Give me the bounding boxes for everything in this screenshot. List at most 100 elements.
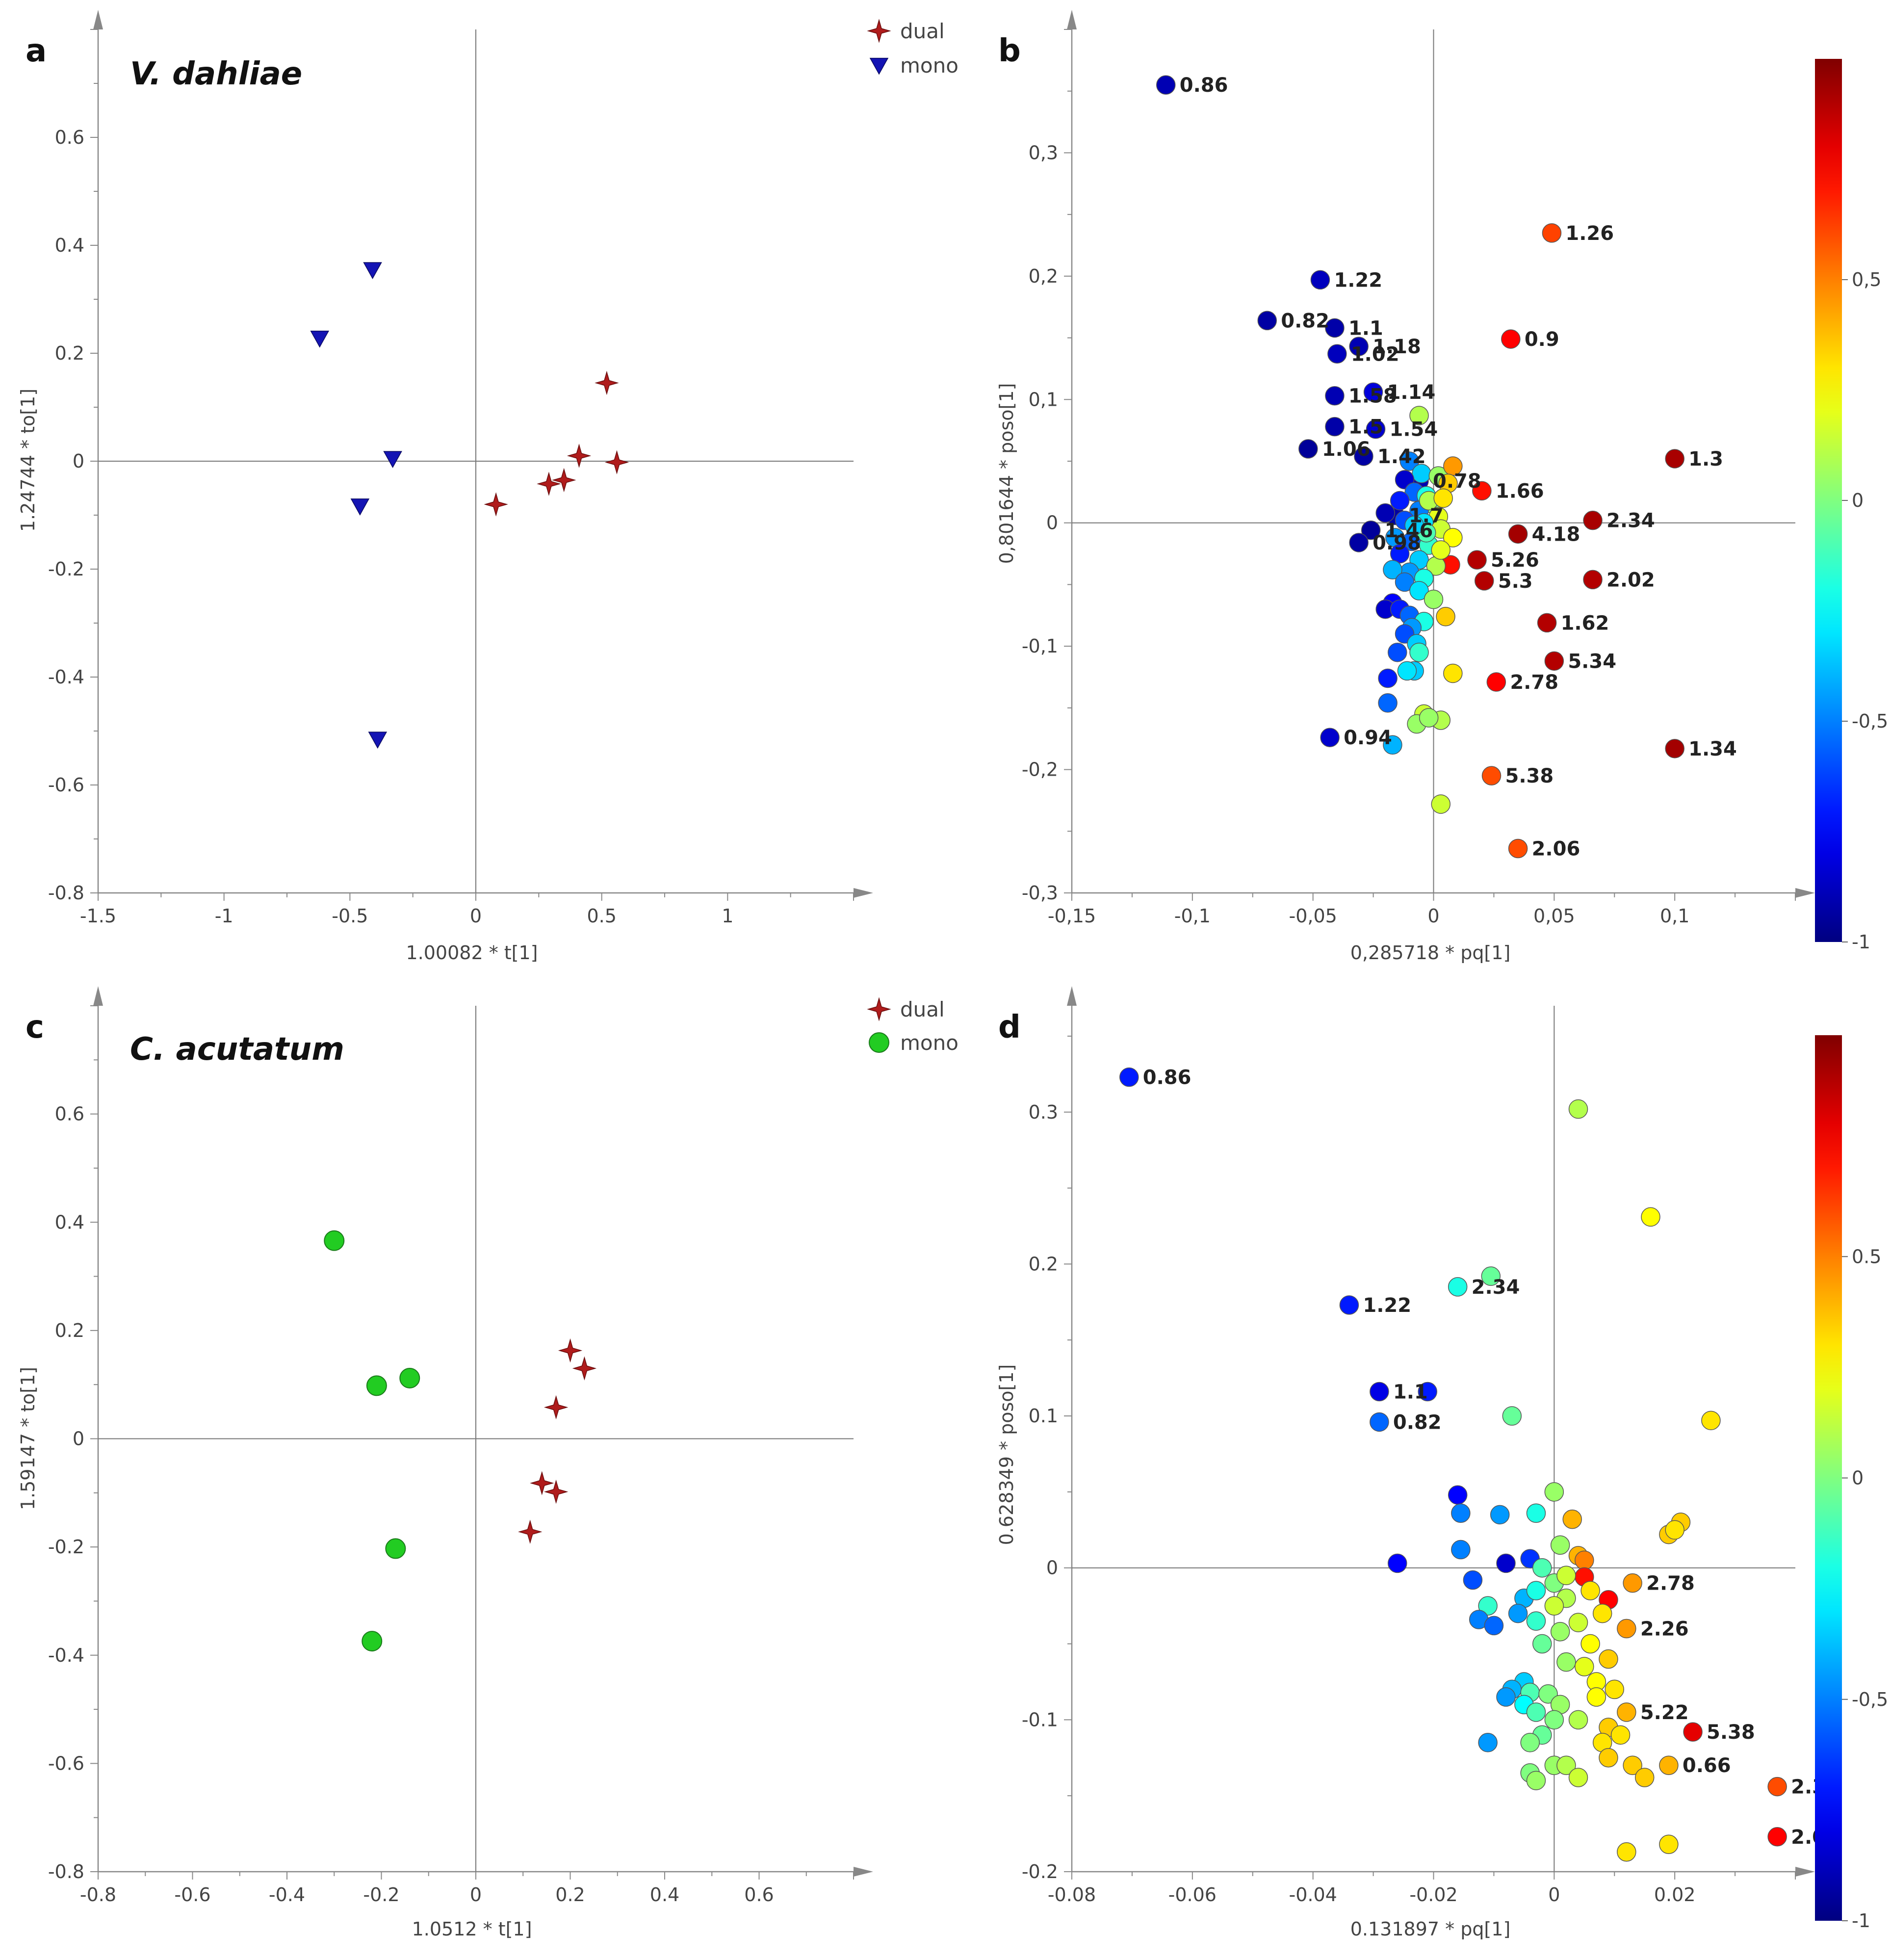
- loading-point-b: [1310, 270, 1330, 290]
- legend-marker-dual: [867, 19, 891, 43]
- point-label-b: 5.34: [1568, 650, 1616, 673]
- loading-point-b: [1583, 510, 1603, 530]
- x-tick-label-b: -0,05: [1289, 905, 1337, 927]
- legend-marker-dual: [867, 997, 891, 1021]
- y-tick-label-a: 0.2: [55, 342, 84, 364]
- point-label-b: 4.18: [1532, 523, 1580, 546]
- loading-point-d: [1526, 1611, 1546, 1631]
- loading-point-d: [1526, 1581, 1546, 1600]
- loading-point-d: [1580, 1581, 1600, 1600]
- point-label-d: 2.26: [1640, 1618, 1689, 1641]
- loading-point-d: [1526, 1702, 1546, 1722]
- point-label-b: 0.86: [1180, 74, 1228, 97]
- point-label-b: 1.26: [1565, 222, 1614, 245]
- colorbar-gradient-d: [1815, 1035, 1842, 1921]
- loading-point-b: [1431, 794, 1451, 814]
- point-label-b: 1.66: [1496, 480, 1544, 502]
- loading-point-b: [1544, 651, 1564, 671]
- loading-point-b: [1508, 524, 1528, 544]
- data-point-dual-c: [558, 1338, 583, 1363]
- plot-area-c: -0.8 -0.6 -0.4 -0.2 0 0.2 0.4 0.6 -0.8 -0.6 -0.4 -0…: [48, 986, 873, 1906]
- panel-letter-a: a: [26, 33, 47, 69]
- colorbar-gradient-b: [1815, 59, 1842, 942]
- loading-point-b: [1388, 642, 1407, 662]
- loading-point-b: [1327, 344, 1347, 364]
- y-tick-label-d: 0: [1046, 1557, 1058, 1579]
- data-point-mono-c: [399, 1367, 420, 1388]
- x-axis-arrow-d: [1795, 1867, 1815, 1877]
- colorbar-tick-label-b: -0,5: [1852, 710, 1888, 732]
- legend-dual-marker-c: [867, 997, 891, 1021]
- point-label-b: 1.54: [1390, 418, 1438, 441]
- loading-point-b: [1467, 550, 1487, 570]
- x-tick-label-d: -0.06: [1168, 1884, 1217, 1906]
- data-point-mono-c: [385, 1538, 406, 1559]
- data-point-dual-c: [518, 1519, 543, 1544]
- y-tick-label-a: -0.8: [48, 882, 84, 904]
- loading-point-b: [1399, 451, 1420, 471]
- legend-dual-label-a: dual: [900, 19, 945, 43]
- point-label-b: 0.94: [1344, 727, 1392, 749]
- loading-point-d: [1575, 1550, 1594, 1570]
- data-point-dual-a: [604, 450, 629, 474]
- loading-point-d: [1526, 1771, 1546, 1790]
- data-point-dual-a: [537, 471, 561, 496]
- x-tick-label-d: 0.02: [1654, 1884, 1696, 1906]
- loading-point-d: [1484, 1616, 1504, 1636]
- loading-point-b: [1436, 607, 1455, 627]
- plot-area-b: -0,15 -0,1 -0,05 0 0,05 0,1 -0,3 -0,2 -0,1 0 0,1 0,…: [1022, 10, 1815, 927]
- loading-point-d: [1556, 1755, 1576, 1775]
- colorbar-d: -1 -0,5 0 0.5: [1815, 1035, 1888, 1932]
- loading-point-d: [1610, 1725, 1631, 1745]
- point-label-b: 1.5: [1348, 416, 1383, 439]
- loading-point-d: [1767, 1777, 1787, 1797]
- point-label-b: 1.02: [1351, 343, 1399, 366]
- loading-point-b: [1390, 491, 1410, 511]
- loading-point-b: [1409, 406, 1429, 425]
- loading-point-b: [1383, 560, 1402, 580]
- loading-point-b: [1320, 728, 1340, 747]
- loading-point-d: [1532, 1558, 1552, 1578]
- loading-point-d: [1544, 1710, 1564, 1730]
- point-label-d: 5.38: [1707, 1721, 1755, 1744]
- loading-point-d: [1520, 1733, 1540, 1752]
- loading-point-d: [1550, 1622, 1570, 1642]
- x-axis-arrow-b: [1795, 888, 1815, 898]
- point-label-d: 2.34: [1472, 1276, 1520, 1299]
- legend-marker-mono: [869, 57, 889, 75]
- loading-point-d: [1623, 1755, 1642, 1775]
- x-axis-arrow-a: [854, 888, 873, 898]
- loading-point-b: [1501, 329, 1521, 349]
- x-tick-label-c: 0.6: [744, 1884, 774, 1906]
- x-tick-label-c: -0.6: [174, 1884, 210, 1906]
- loading-point-d: [1568, 1613, 1588, 1632]
- data-point-mono-a: [363, 262, 382, 280]
- y-tick-label-b: 0,3: [1029, 142, 1058, 163]
- y-axis-label-a: 1.24744 * to[1]: [17, 389, 39, 532]
- y-tick-label-b: -0,1: [1022, 635, 1058, 657]
- loading-point-d: [1617, 1842, 1636, 1862]
- x-tick-label-d: -0.04: [1289, 1884, 1337, 1906]
- colorbar-tick-label-d: 0.5: [1852, 1246, 1881, 1267]
- loading-point-d: [1451, 1540, 1471, 1560]
- y-axis-label-c: 1.59147 * to[1]: [17, 1367, 39, 1510]
- loading-point-d: [1575, 1657, 1594, 1676]
- panel-title-c: C. acutatum: [130, 1031, 344, 1068]
- point-label-b: 0.9: [1525, 328, 1559, 351]
- y-axis-label-d: 0.628349 * poso[1]: [996, 1364, 1017, 1545]
- loading-point-d: [1659, 1834, 1679, 1855]
- loading-point-d: [1634, 1768, 1655, 1787]
- loading-point-b: [1419, 708, 1439, 728]
- loading-point-b: [1443, 528, 1463, 548]
- point-label-b: 1.3: [1688, 448, 1723, 470]
- y-axis-arrow-b: [1067, 10, 1077, 29]
- point-label-d: 1.1: [1393, 1381, 1428, 1404]
- x-tick-label-c: 0.2: [555, 1884, 585, 1906]
- panel-c: -0.8 -0.6 -0.4 -0.2 0 0.2 0.4 0.6 -0.8 -0.6 -0.4 -0…: [17, 986, 958, 1940]
- loading-point-b: [1424, 589, 1444, 609]
- loading-point-d: [1370, 1412, 1389, 1432]
- y-axis-label-b: 0,801644 * poso[1]: [996, 383, 1017, 564]
- point-label-b: 1.34: [1688, 738, 1737, 760]
- x-tick-label-c: -0.2: [363, 1884, 399, 1906]
- point-label-b: 1.22: [1334, 269, 1382, 291]
